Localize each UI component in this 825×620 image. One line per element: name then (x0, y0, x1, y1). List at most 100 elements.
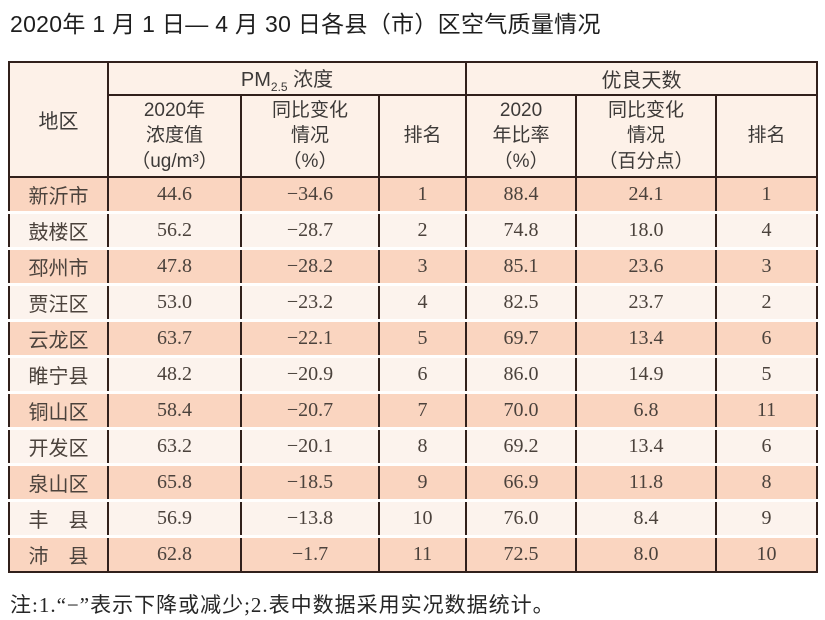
table-row: 铜山区 58.4 −20.7 7 70.0 6.8 11 (8, 392, 818, 430)
cell-goodday-change: 8.0 (575, 536, 717, 572)
cell-goodday-change: 13.4 (575, 428, 717, 466)
pm25-label-subscript: 2.5 (270, 80, 288, 94)
cell-region: 云龙区 (8, 320, 108, 358)
cell-goodday-change: 23.6 (575, 248, 717, 286)
col-group-pm25: PM2.5 浓度 (106, 62, 467, 96)
cell-pm-change: −28.7 (240, 212, 379, 250)
cell-goodday-ratio: 76.0 (465, 500, 577, 538)
cell-pm-value: 47.8 (107, 248, 241, 286)
cell-goodday-ratio: 69.2 (465, 428, 577, 466)
cell-pm-rank: 2 (377, 212, 467, 250)
cell-pm-value: 56.2 (107, 212, 241, 250)
cell-goodday-change: 14.9 (575, 356, 717, 394)
cell-goodday-ratio: 82.5 (465, 284, 577, 322)
cell-goodday-rank: 11 (715, 392, 818, 430)
cell-pm-rank: 9 (377, 464, 467, 502)
cell-goodday-change: 11.8 (575, 464, 717, 502)
cell-goodday-rank: 5 (715, 356, 818, 394)
cell-pm-value: 44.6 (107, 177, 241, 214)
cell-pm-rank: 11 (377, 536, 467, 572)
cell-pm-rank: 4 (377, 284, 467, 322)
cell-region: 贾汪区 (8, 284, 108, 322)
cell-region: 邳州市 (8, 248, 108, 286)
cell-pm-rank: 1 (377, 177, 467, 214)
cell-pm-value: 63.7 (107, 320, 241, 358)
cell-goodday-ratio: 88.4 (465, 177, 577, 214)
cell-goodday-change: 6.8 (575, 392, 717, 430)
table-row: 开发区 63.2 −20.1 8 69.2 13.4 6 (8, 428, 818, 466)
cell-pm-rank: 10 (377, 500, 467, 538)
cell-goodday-rank: 9 (715, 500, 818, 538)
cell-goodday-rank: 2 (715, 284, 818, 322)
cell-goodday-ratio: 86.0 (465, 356, 577, 394)
cell-region: 丰 县 (8, 500, 108, 538)
cell-pm-change: −34.6 (240, 177, 379, 214)
cell-pm-change: −20.7 (240, 392, 379, 430)
page-title: 2020年 1 月 1 日— 4 月 30 日各县（市）区空气质量情况 (10, 11, 601, 37)
pm25-label-prefix: PM (240, 69, 271, 91)
cell-goodday-ratio: 72.5 (465, 536, 577, 572)
col-header-goodday-change: 同比变化 情况 （百分点） (575, 95, 717, 178)
cell-pm-change: −28.2 (240, 248, 379, 286)
cell-region: 沛 县 (8, 536, 108, 572)
cell-goodday-change: 23.7 (575, 284, 717, 322)
pm25-label-suffix: 浓度 (287, 69, 334, 91)
cell-goodday-ratio: 85.1 (465, 248, 577, 286)
table-row: 沛 县 62.8 −1.7 11 72.5 8.0 10 (8, 536, 818, 572)
table-header: 地区 PM2.5 浓度 优良天数 2020年 浓度值 （ug/m³） 同比变化 … (8, 62, 818, 178)
cell-goodday-rank: 4 (715, 212, 818, 250)
air-quality-table: 地区 PM2.5 浓度 优良天数 2020年 浓度值 （ug/m³） 同比变化 … (8, 61, 819, 573)
col-header-goodday-rank: 排名 (715, 95, 818, 178)
cell-goodday-ratio: 66.9 (465, 464, 577, 502)
cell-pm-change: −22.1 (240, 320, 379, 358)
cell-pm-rank: 6 (377, 356, 467, 394)
cell-goodday-rank: 10 (715, 536, 818, 572)
cell-goodday-change: 24.1 (575, 177, 717, 214)
table-body: 新沂市 44.6 −34.6 1 88.4 24.1 1 鼓楼区 56.2 −2… (8, 177, 818, 572)
cell-pm-rank: 7 (377, 392, 467, 430)
table-row: 鼓楼区 56.2 −28.7 2 74.8 18.0 4 (8, 212, 818, 250)
cell-goodday-ratio: 74.8 (465, 212, 577, 250)
cell-goodday-change: 18.0 (575, 212, 717, 250)
cell-region: 新沂市 (8, 177, 108, 214)
table-row: 贾汪区 53.0 −23.2 4 82.5 23.7 2 (8, 284, 818, 322)
cell-region: 鼓楼区 (8, 212, 108, 250)
cell-pm-change: −13.8 (240, 500, 379, 538)
cell-region: 泉山区 (8, 464, 108, 502)
col-header-goodday-ratio: 2020 年比率 （%） (465, 95, 577, 178)
col-header-pm-change: 同比变化 情况 （%） (240, 95, 379, 178)
cell-goodday-rank: 3 (715, 248, 818, 286)
cell-pm-value: 63.2 (107, 428, 241, 466)
cell-pm-rank: 3 (377, 248, 467, 286)
table-row: 邳州市 47.8 −28.2 3 85.1 23.6 3 (8, 248, 818, 286)
col-header-pm-rank: 排名 (377, 95, 467, 178)
cell-goodday-ratio: 70.0 (465, 392, 577, 430)
cell-goodday-rank: 6 (715, 428, 818, 466)
cell-pm-value: 65.8 (107, 464, 241, 502)
cell-goodday-rank: 8 (715, 464, 818, 502)
header-group-row: 地区 PM2.5 浓度 优良天数 (8, 62, 818, 178)
table-row: 丰 县 56.9 −13.8 10 76.0 8.4 9 (8, 500, 818, 538)
table-row: 泉山区 65.8 −18.5 9 66.9 11.8 8 (8, 464, 818, 502)
cell-goodday-rank: 6 (715, 320, 818, 358)
cell-pm-value: 48.2 (107, 356, 241, 394)
header-sub-row: 2020年 浓度值 （ug/m³） 同比变化 情况 （%） 排名 2020 年比… (9, 95, 818, 178)
cell-pm-value: 62.8 (107, 536, 241, 572)
cell-goodday-change: 8.4 (575, 500, 717, 538)
cell-region: 开发区 (8, 428, 108, 466)
cell-region: 睢宁县 (8, 356, 108, 394)
cell-goodday-rank: 1 (715, 177, 818, 214)
cell-pm-value: 56.9 (107, 500, 241, 538)
cell-pm-change: −20.9 (240, 356, 379, 394)
cell-goodday-ratio: 69.7 (465, 320, 577, 358)
table-row: 新沂市 44.6 −34.6 1 88.4 24.1 1 (8, 177, 818, 214)
cell-region: 铜山区 (8, 392, 108, 430)
cell-pm-rank: 8 (377, 428, 467, 466)
cell-pm-value: 53.0 (107, 284, 241, 322)
cell-pm-change: −20.1 (240, 428, 379, 466)
footnote: 注:1.“−”表示下降或减少;2.表中数据采用实况数据统计。 (10, 593, 555, 617)
table-row: 云龙区 63.7 −22.1 5 69.7 13.4 6 (8, 320, 818, 358)
col-header-region: 地区 (8, 62, 108, 178)
table-row: 睢宁县 48.2 −20.9 6 86.0 14.9 5 (8, 356, 818, 394)
